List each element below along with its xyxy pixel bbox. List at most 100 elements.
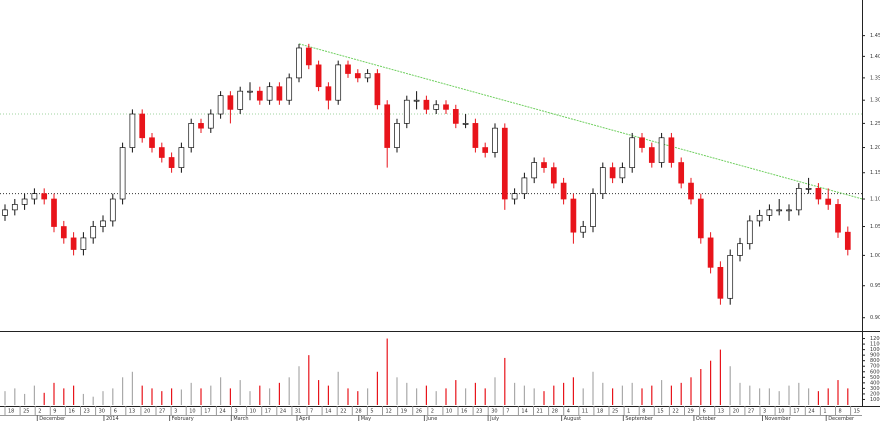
candle-body [786, 209, 792, 212]
x-day-label: 20 [733, 409, 739, 415]
x-day-label: 10 [189, 409, 195, 415]
y-tick-label: 1.40 [870, 54, 880, 60]
candle-body [590, 193, 596, 227]
x-day-label: 6 [703, 409, 706, 415]
candle-body [678, 162, 685, 184]
volume-bar [523, 385, 525, 405]
x-day-label: 10 [250, 409, 256, 415]
volume-bar [14, 388, 16, 405]
volume-bar [122, 377, 124, 405]
candle-body [844, 231, 851, 250]
candle-body [100, 220, 106, 227]
x-day-label: 25 [23, 409, 29, 415]
x-month-label: December [828, 416, 855, 421]
volume-bar [435, 391, 437, 405]
volume-bar [827, 388, 829, 405]
x-day-label: 15 [657, 409, 663, 415]
volume-bar [837, 380, 839, 405]
volume-bar [308, 355, 310, 405]
y-tick-label: 1.00 [870, 253, 880, 259]
candle-body [90, 226, 97, 239]
volume-bar [24, 393, 26, 405]
x-month-label: May [361, 416, 371, 421]
candle-body [776, 209, 783, 212]
candle-body [531, 162, 538, 179]
volume-bar [563, 382, 565, 405]
volume-bar [474, 382, 476, 405]
candle-body [364, 73, 371, 79]
candle-body [580, 226, 587, 233]
volume-bar [690, 377, 692, 405]
volume-bar [229, 388, 231, 405]
candle-body [374, 73, 381, 106]
y-tick-label: 0.90 [870, 315, 880, 321]
volume-bar [729, 366, 731, 405]
volume-bar [788, 385, 790, 405]
volume-tick-label: 11000 [870, 342, 880, 348]
x-day-label: 23 [84, 409, 90, 415]
volume-bar [171, 388, 173, 405]
x-day-label: 17 [793, 409, 799, 415]
x-day-label: 14 [325, 409, 331, 415]
candle-body [403, 99, 410, 124]
x-day-label: 17 [204, 409, 210, 415]
y-tick-label: 1.45 [870, 33, 880, 39]
volume-bar [347, 388, 349, 405]
volume-bar [239, 380, 241, 405]
volume-bar [63, 388, 65, 405]
volume-bar [817, 391, 819, 405]
x-day-label: 1 [627, 409, 630, 415]
candle-body [11, 204, 18, 211]
volume-bar [73, 385, 75, 405]
candle-body [2, 209, 8, 216]
y-tick-label: 1.30 [870, 98, 880, 104]
x-month-label: November [765, 416, 792, 421]
candle-body [805, 188, 812, 190]
x-day-label: 26 [416, 409, 422, 415]
x-day-label: 24 [219, 409, 225, 415]
volume-bar [112, 388, 114, 405]
candle-body [511, 193, 518, 200]
x-day-label: 20 [144, 409, 150, 415]
x-day-label: 13 [718, 409, 724, 415]
x-day-label: 27 [159, 409, 165, 415]
x-day-label: 13 [129, 409, 135, 415]
volume-bar [759, 388, 761, 405]
volume-bar [582, 388, 584, 405]
candle-body [227, 95, 234, 110]
volume-bar [249, 391, 251, 405]
volume-bar [533, 388, 535, 405]
x-month-label: June [425, 416, 437, 421]
candle-body [482, 147, 489, 153]
candle-body [609, 167, 616, 179]
candle-body [599, 167, 606, 195]
volume-bar [670, 385, 672, 405]
x-day-label: 29 [688, 409, 694, 415]
volume-bar [484, 388, 486, 405]
volume-bar [719, 349, 721, 405]
x-day-label: 31 [295, 409, 301, 415]
candle-body [345, 64, 351, 74]
volume-bar [416, 388, 418, 405]
x-day-label: 7 [506, 409, 509, 415]
candle-body [521, 177, 528, 195]
x-month-label: October [696, 416, 717, 421]
volume-tick-label: 8000 [870, 358, 880, 364]
x-day-label: 1 [823, 409, 826, 415]
candle-body [256, 90, 263, 101]
candle-body [697, 198, 704, 239]
x-day-label: 25 [612, 409, 618, 415]
x-day-label: 27 [748, 409, 754, 415]
candle-body [276, 86, 283, 101]
candle-body [247, 90, 253, 93]
candle-body [756, 215, 763, 222]
candle-body [746, 220, 753, 245]
y-tick-label: 1.10 [870, 197, 880, 203]
volume-bar [82, 393, 84, 405]
candle-body [354, 73, 361, 79]
volume-bar [200, 388, 202, 405]
y-tick-label: 1.20 [870, 145, 880, 151]
candle-body [639, 137, 645, 148]
